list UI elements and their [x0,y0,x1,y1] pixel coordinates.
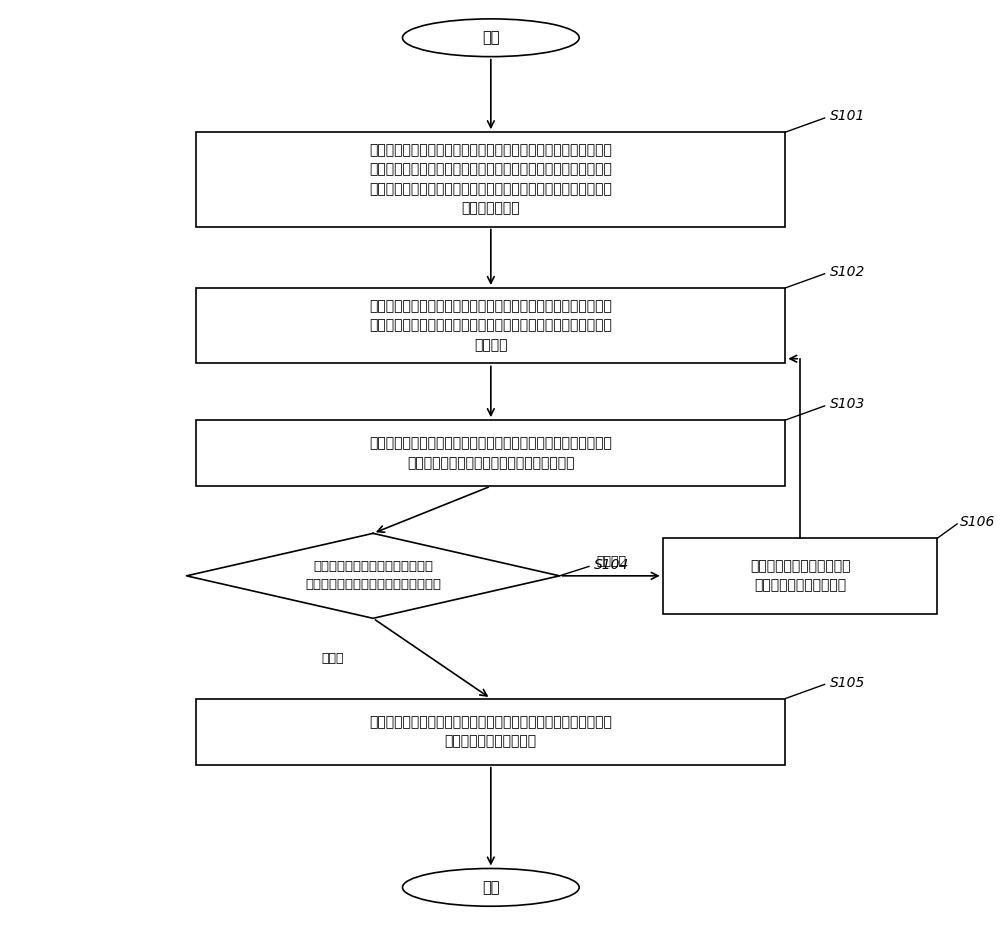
Text: 未检测到: 未检测到 [596,555,626,568]
Text: S101: S101 [830,110,865,123]
Bar [196,288,785,363]
Text: S102: S102 [830,265,865,278]
Bar [196,699,785,765]
Text: 控制主升级设备将当前数据包发送至从升级设备，对主升级设备与
从升级设备之间通信总线的总线电平进行检测: 控制主升级设备将当前数据包发送至从升级设备，对主升级设备与 从升级设备之间通信总… [369,436,612,470]
Text: 控制主升级设备重新向从升级设备发送当前数据包并停止向程序升
级模块获取下一个数据包: 控制主升级设备重新向从升级设备发送当前数据包并停止向程序升 级模块获取下一个数据… [369,715,612,749]
Bar [196,420,785,486]
Text: 针对程序升级文件的每个数据包，控制主升级设备向程序升级模块
发送获取当前数据包的请求并接收程序升级模块根据请求反馈的当
前数据包: 针对程序升级文件的每个数据包，控制主升级设备向程序升级模块 发送获取当前数据包的… [369,299,612,352]
Text: 检测到: 检测到 [321,652,344,665]
Text: 选取多联机空调系统的一个待升级空调设备作为主升级设备并将剩
余的待升级空调设备作为从升级设备，或者，选取多联机空调系统
的一个非待升级空调设备作为主升级设备并将: 选取多联机空调系统的一个待升级空调设备作为主升级设备并将剩 余的待升级空调设备作… [369,143,612,215]
Bar [196,132,785,227]
Ellipse shape [402,19,579,57]
Text: 开始: 开始 [482,30,500,45]
Text: S103: S103 [830,397,865,411]
Bar [663,538,937,614]
Text: 控制升级设备继续向程序升
级模块获取下一个数据包: 控制升级设备继续向程序升 级模块获取下一个数据包 [750,559,850,593]
Text: 判断是否检测到由从升级设备发送
的持续预设时长的数据包错误电平信号: 判断是否检测到由从升级设备发送 的持续预设时长的数据包错误电平信号 [305,561,441,591]
Text: S104: S104 [594,558,629,571]
Text: S105: S105 [830,676,865,689]
Polygon shape [187,533,560,618]
Text: S106: S106 [960,515,995,529]
Text: 结束: 结束 [482,880,500,895]
Ellipse shape [402,868,579,906]
